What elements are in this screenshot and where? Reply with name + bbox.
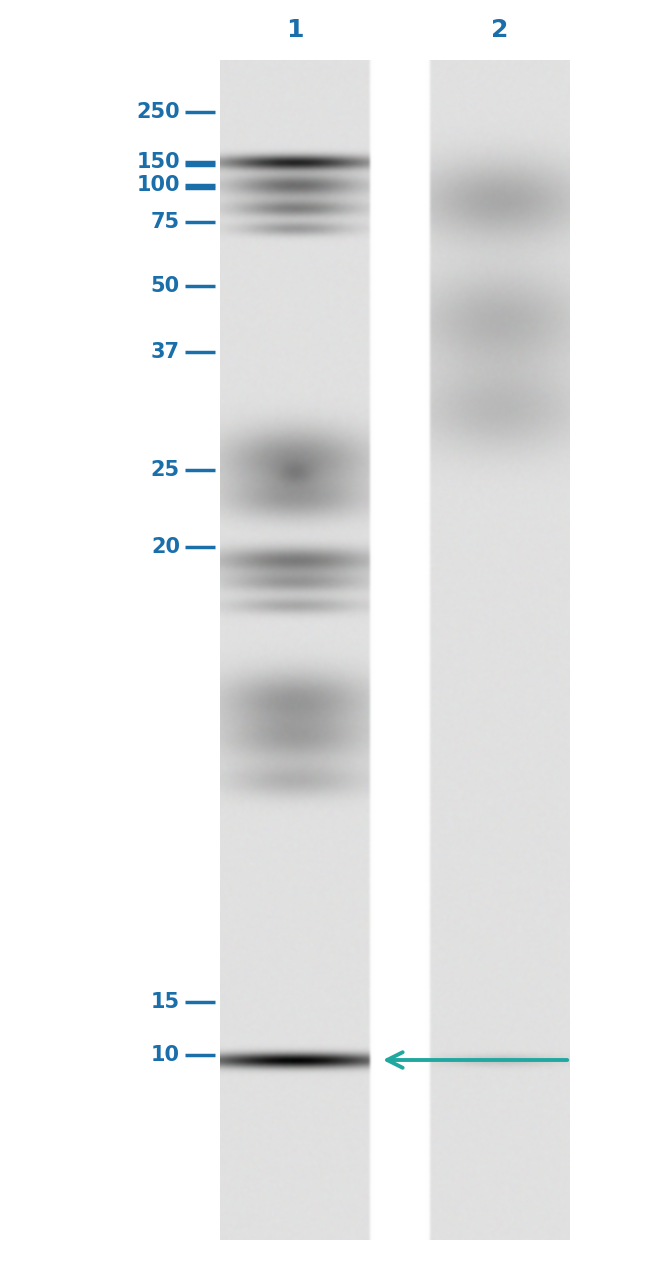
Text: 1: 1 bbox=[286, 18, 304, 42]
Text: 37: 37 bbox=[151, 342, 180, 362]
Text: 2: 2 bbox=[491, 18, 509, 42]
Text: 75: 75 bbox=[151, 212, 180, 232]
Text: 15: 15 bbox=[151, 992, 180, 1012]
Text: 10: 10 bbox=[151, 1045, 180, 1066]
Text: 25: 25 bbox=[151, 460, 180, 480]
Text: 20: 20 bbox=[151, 537, 180, 558]
Text: 150: 150 bbox=[136, 152, 180, 171]
Text: 250: 250 bbox=[136, 102, 180, 122]
Text: 50: 50 bbox=[151, 276, 180, 296]
Text: 100: 100 bbox=[136, 175, 180, 196]
